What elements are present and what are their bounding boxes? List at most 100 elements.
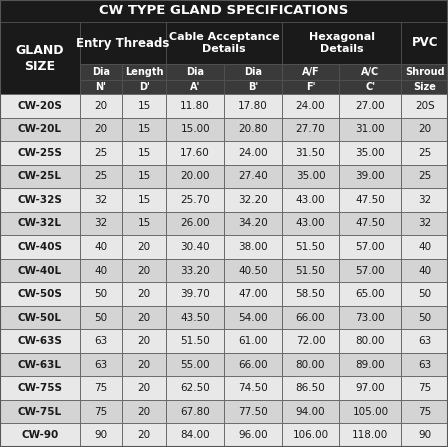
- Bar: [282, 164, 339, 188]
- Text: Entry Threads: Entry Threads: [77, 37, 170, 50]
- Bar: [80, 376, 122, 400]
- Text: 40.50: 40.50: [238, 266, 267, 275]
- Text: 67.80: 67.80: [180, 407, 210, 417]
- Text: 105.00: 105.00: [352, 407, 388, 417]
- Bar: [166, 400, 224, 423]
- Bar: [339, 94, 401, 118]
- Text: 32: 32: [94, 219, 108, 228]
- Text: Shroud: Shroud: [405, 67, 444, 77]
- Text: 15: 15: [138, 171, 151, 181]
- Bar: [401, 64, 448, 80]
- Bar: [339, 212, 401, 235]
- Text: CW-25L: CW-25L: [18, 171, 62, 181]
- Bar: [401, 22, 448, 64]
- Bar: [224, 141, 282, 164]
- Text: 27.00: 27.00: [356, 101, 385, 111]
- Text: 106.00: 106.00: [293, 430, 328, 440]
- Bar: [401, 423, 448, 447]
- Bar: [282, 141, 339, 164]
- Bar: [282, 282, 339, 306]
- Bar: [0, 22, 80, 94]
- Bar: [282, 64, 339, 80]
- Text: 97.00: 97.00: [356, 383, 385, 393]
- Text: 75: 75: [94, 407, 108, 417]
- Bar: [401, 259, 448, 282]
- Bar: [166, 164, 224, 188]
- Bar: [339, 64, 401, 80]
- Bar: [80, 212, 122, 235]
- Bar: [0, 259, 80, 282]
- Text: 15.00: 15.00: [181, 124, 210, 134]
- Text: 20: 20: [138, 336, 151, 346]
- Text: 20: 20: [138, 383, 151, 393]
- Text: 51.50: 51.50: [296, 266, 325, 275]
- Bar: [224, 188, 282, 212]
- Text: 63: 63: [418, 336, 431, 346]
- Text: 63: 63: [94, 360, 108, 370]
- Text: 47.00: 47.00: [238, 289, 267, 299]
- Text: 20.80: 20.80: [238, 124, 267, 134]
- Text: 35.00: 35.00: [296, 171, 325, 181]
- Bar: [122, 400, 166, 423]
- Bar: [0, 0, 448, 22]
- Text: 63: 63: [418, 360, 431, 370]
- Text: 25: 25: [418, 171, 431, 181]
- Bar: [166, 22, 282, 64]
- Bar: [0, 353, 80, 376]
- Bar: [401, 212, 448, 235]
- Bar: [166, 64, 224, 80]
- Bar: [339, 329, 401, 353]
- Text: 50: 50: [95, 289, 108, 299]
- Bar: [122, 282, 166, 306]
- Text: 50: 50: [95, 312, 108, 323]
- Text: CW-50L: CW-50L: [18, 312, 62, 323]
- Bar: [224, 376, 282, 400]
- Bar: [401, 282, 448, 306]
- Text: 43.50: 43.50: [180, 312, 210, 323]
- Bar: [80, 94, 122, 118]
- Bar: [166, 306, 224, 329]
- Text: CW-40S: CW-40S: [17, 242, 62, 252]
- Text: 58.50: 58.50: [296, 289, 325, 299]
- Bar: [224, 64, 282, 80]
- Text: 20: 20: [138, 430, 151, 440]
- Text: 34.20: 34.20: [238, 219, 268, 228]
- Text: 20: 20: [418, 124, 431, 134]
- Text: 35.00: 35.00: [356, 148, 385, 158]
- Bar: [122, 376, 166, 400]
- Text: 50: 50: [418, 289, 431, 299]
- Bar: [401, 94, 448, 118]
- Bar: [339, 164, 401, 188]
- Bar: [0, 94, 80, 118]
- Text: CW-50S: CW-50S: [17, 289, 62, 299]
- Text: Size: Size: [413, 82, 436, 92]
- Bar: [0, 306, 80, 329]
- Bar: [80, 400, 122, 423]
- Bar: [339, 376, 401, 400]
- Text: 40: 40: [418, 266, 431, 275]
- Text: D': D': [139, 82, 150, 92]
- Text: 43.00: 43.00: [296, 219, 325, 228]
- Text: 15: 15: [138, 148, 151, 158]
- Bar: [166, 423, 224, 447]
- Text: Cable Acceptance
Details: Cable Acceptance Details: [169, 32, 279, 54]
- Bar: [122, 212, 166, 235]
- Bar: [224, 306, 282, 329]
- Bar: [80, 306, 122, 329]
- Text: 80.00: 80.00: [356, 336, 385, 346]
- Text: CW-32S: CW-32S: [17, 195, 62, 205]
- Text: 31.00: 31.00: [356, 124, 385, 134]
- Bar: [80, 282, 122, 306]
- Text: 15: 15: [138, 124, 151, 134]
- Text: 90: 90: [418, 430, 431, 440]
- Text: 25: 25: [94, 171, 108, 181]
- Text: 32: 32: [418, 219, 431, 228]
- Text: PVC: PVC: [411, 37, 438, 50]
- Text: 24.00: 24.00: [238, 148, 267, 158]
- Text: Dia: Dia: [186, 67, 204, 77]
- Bar: [401, 80, 448, 94]
- Bar: [122, 141, 166, 164]
- Text: 77.50: 77.50: [238, 407, 268, 417]
- Text: N': N': [95, 82, 107, 92]
- Bar: [339, 353, 401, 376]
